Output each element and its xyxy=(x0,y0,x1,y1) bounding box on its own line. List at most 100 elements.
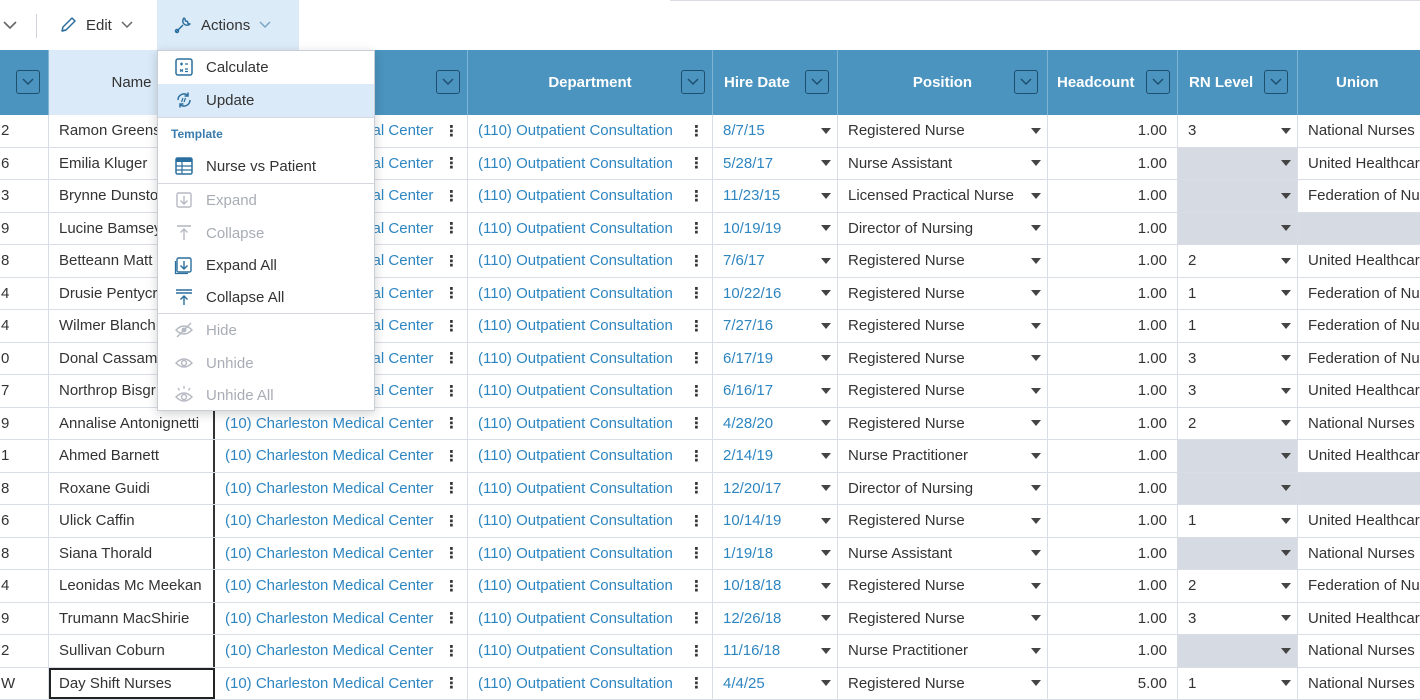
dropdown-caret-icon[interactable] xyxy=(1281,225,1291,232)
name-cell[interactable]: Annalise Antonignetti xyxy=(49,407,215,439)
more-options-icon[interactable]: ⋮ xyxy=(689,220,704,238)
more-options-icon[interactable]: ⋮ xyxy=(444,577,459,595)
hire-date-cell[interactable]: 12/20/17 xyxy=(713,472,838,504)
dropdown-caret-icon[interactable] xyxy=(821,290,831,297)
dropdown-caret-icon[interactable] xyxy=(821,355,831,362)
rn-level-cell[interactable] xyxy=(1178,212,1298,244)
department-cell[interactable]: (110) Outpatient Consultation ⋮ xyxy=(468,440,713,472)
dropdown-caret-icon[interactable] xyxy=(1031,192,1041,199)
hire-date-cell[interactable]: 2/14/19 xyxy=(713,440,838,472)
union-cell[interactable]: United Healthcar xyxy=(1298,148,1420,180)
headcount-cell[interactable]: 1.00 xyxy=(1048,212,1178,244)
union-cell[interactable]: Federation of Nur xyxy=(1298,278,1420,310)
dropdown-caret-icon[interactable] xyxy=(1281,127,1291,134)
dropdown-caret-icon[interactable] xyxy=(821,387,831,394)
hire-date-cell[interactable]: 10/22/16 xyxy=(713,277,838,309)
more-options-icon[interactable]: ⋮ xyxy=(689,382,704,400)
column-header-department[interactable]: Department xyxy=(468,50,713,115)
dropdown-caret-icon[interactable] xyxy=(821,160,831,167)
more-options-icon[interactable]: ⋮ xyxy=(689,447,704,465)
more-options-icon[interactable]: ⋮ xyxy=(689,545,704,563)
union-cell[interactable]: National Nurses U xyxy=(1298,115,1420,147)
department-cell[interactable]: (110) Outpatient Consultation ⋮ xyxy=(468,537,713,569)
more-options-icon[interactable]: ⋮ xyxy=(444,350,459,368)
dropdown-caret-icon[interactable] xyxy=(1281,452,1291,459)
column-header-position[interactable]: Position xyxy=(838,50,1048,115)
dropdown-caret-icon[interactable] xyxy=(1281,485,1291,492)
hire-date-cell[interactable]: 5/28/17 xyxy=(713,147,838,179)
position-cell[interactable]: Licensed Practical Nurse xyxy=(838,180,1048,212)
headcount-cell[interactable]: 1.00 xyxy=(1048,375,1178,407)
table-row[interactable]: 2 Sullivan Coburn (10) Charleston Medical … xyxy=(0,635,1420,668)
more-options-icon[interactable]: ⋮ xyxy=(689,577,704,595)
dropdown-caret-icon[interactable] xyxy=(1281,550,1291,557)
dropdown-caret-icon[interactable] xyxy=(1031,355,1041,362)
hire-date-cell[interactable]: 6/17/19 xyxy=(713,342,838,374)
more-options-icon[interactable]: ⋮ xyxy=(689,675,704,693)
rn-level-cell[interactable]: 3 xyxy=(1178,375,1298,407)
headcount-cell[interactable]: 1.00 xyxy=(1048,570,1178,602)
table-row[interactable]: 9 Annalise Antonignetti (10) Charleston Me… xyxy=(0,407,1420,440)
position-cell[interactable]: Registered Nurse xyxy=(838,505,1048,537)
table-row[interactable]: 6 Ulick Caffin (10) Charleston Medical Cen… xyxy=(0,505,1420,538)
union-cell[interactable] xyxy=(1298,212,1420,244)
more-options-icon[interactable]: ⋮ xyxy=(689,317,704,335)
union-cell[interactable]: Federation of Nur xyxy=(1298,343,1420,375)
column-filter-dropdown[interactable] xyxy=(1014,70,1038,94)
name-cell[interactable]: Ahmed Barnett xyxy=(49,440,215,472)
dropdown-caret-icon[interactable] xyxy=(1281,160,1291,167)
dropdown-caret-icon[interactable] xyxy=(821,225,831,232)
rn-level-cell[interactable] xyxy=(1178,180,1298,212)
dropdown-caret-icon[interactable] xyxy=(1281,322,1291,329)
dropdown-caret-icon[interactable] xyxy=(821,420,831,427)
more-options-icon[interactable]: ⋮ xyxy=(444,220,459,238)
table-row[interactable]: 4 Leonidas Mc Meekan (10) Charleston Medic… xyxy=(0,570,1420,603)
dropdown-caret-icon[interactable] xyxy=(821,550,831,557)
dropdown-caret-icon[interactable] xyxy=(1031,257,1041,264)
dropdown-caret-icon[interactable] xyxy=(821,647,831,654)
headcount-cell[interactable]: 1.00 xyxy=(1048,115,1178,147)
more-options-icon[interactable]: ⋮ xyxy=(444,415,459,433)
column-filter-dropdown[interactable] xyxy=(436,70,460,94)
facility-cell[interactable]: (10) Charleston Medical Center ⋮ xyxy=(215,537,468,569)
dropdown-caret-icon[interactable] xyxy=(821,615,831,622)
headcount-cell[interactable]: 1.00 xyxy=(1048,245,1178,277)
rn-level-cell[interactable]: 1 xyxy=(1178,310,1298,342)
rn-level-cell[interactable]: 3 xyxy=(1178,602,1298,634)
hire-date-cell[interactable]: 7/6/17 xyxy=(713,245,838,277)
menu-item-unhide[interactable]: Unhide xyxy=(158,347,374,380)
rn-level-cell[interactable] xyxy=(1178,440,1298,472)
dropdown-caret-icon[interactable] xyxy=(1031,517,1041,524)
column-header-rn-level[interactable]: RN Level xyxy=(1178,50,1298,115)
table-row[interactable]: 1 Ahmed Barnett (10) Charleston Medical Ce… xyxy=(0,440,1420,473)
dropdown-caret-icon[interactable] xyxy=(1031,550,1041,557)
column-filter-dropdown[interactable] xyxy=(1264,70,1288,94)
department-cell[interactable]: (110) Outpatient Consultation ⋮ xyxy=(468,570,713,602)
facility-cell[interactable]: (10) Charleston Medical Center ⋮ xyxy=(215,505,468,537)
more-options-icon[interactable]: ⋮ xyxy=(444,675,459,693)
dropdown-caret-icon[interactable] xyxy=(1031,387,1041,394)
menu-item-collapse[interactable]: Collapse xyxy=(158,217,374,250)
dropdown-caret-icon[interactable] xyxy=(1281,615,1291,622)
position-cell[interactable]: Registered Nurse xyxy=(838,310,1048,342)
more-options-icon[interactable]: ⋮ xyxy=(689,252,704,270)
department-cell[interactable]: (110) Outpatient Consultation ⋮ xyxy=(468,602,713,634)
headcount-cell[interactable]: 1.00 xyxy=(1048,147,1178,179)
position-cell[interactable]: Registered Nurse xyxy=(838,667,1048,699)
column-filter-dropdown[interactable] xyxy=(1146,70,1170,94)
more-options-icon[interactable]: ⋮ xyxy=(444,155,459,173)
dropdown-caret-icon[interactable] xyxy=(1031,680,1041,687)
dropdown-caret-icon[interactable] xyxy=(1031,322,1041,329)
menu-item-nurse-vs-patient[interactable]: Nurse vs Patient xyxy=(158,150,374,183)
more-options-icon[interactable]: ⋮ xyxy=(689,122,704,140)
hire-date-cell[interactable]: 1/19/18 xyxy=(713,537,838,569)
dropdown-caret-icon[interactable] xyxy=(821,257,831,264)
menu-item-expand-all[interactable]: Expand All xyxy=(158,249,374,282)
facility-cell[interactable]: (10) Charleston Medical Center ⋮ xyxy=(215,440,468,472)
name-cell[interactable]: Roxane Guidi xyxy=(49,472,215,504)
dropdown-caret-icon[interactable] xyxy=(1031,615,1041,622)
more-options-icon[interactable]: ⋮ xyxy=(444,382,459,400)
chevron-down-icon[interactable] xyxy=(2,17,18,33)
position-cell[interactable]: Registered Nurse xyxy=(838,602,1048,634)
